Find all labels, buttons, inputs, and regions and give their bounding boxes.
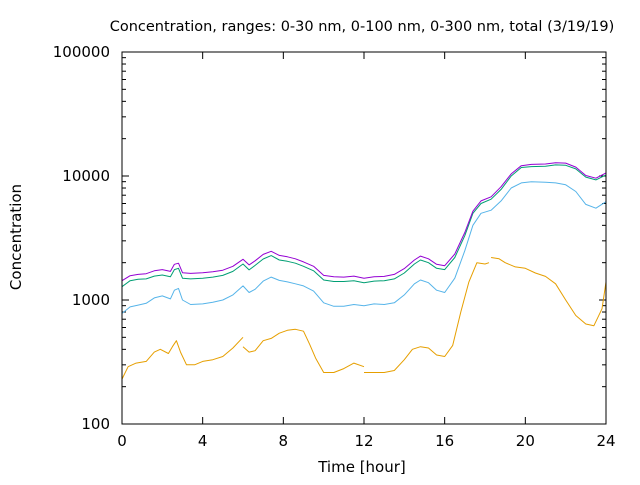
x-tick-label: 20	[516, 432, 535, 450]
y-tick-label: 10000	[62, 167, 110, 185]
x-tick-label: 24	[596, 432, 615, 450]
series-line-3	[121, 164, 607, 288]
series-line-1	[364, 262, 490, 373]
y-tick-label: 100000	[53, 43, 110, 61]
x-tick-label: 16	[435, 432, 454, 450]
series-layer	[121, 162, 607, 380]
series-line-2	[121, 181, 607, 314]
x-axis-label: Time [hour]	[317, 458, 406, 476]
x-tick-label: 0	[117, 432, 127, 450]
y-tick-label: 1000	[72, 291, 110, 309]
y-axis-label: Concentration	[7, 184, 25, 290]
series-line-1	[242, 328, 365, 373]
plot-frame	[121, 51, 607, 425]
x-tick-label: 8	[279, 432, 289, 450]
x-tick-label: 12	[354, 432, 373, 450]
axis-ticks: 0 4 8 12 16 20 24 100 1000 10000 100000	[53, 43, 616, 450]
chart-title: Concentration, ranges: 0-30 nm, 0-100 nm…	[110, 19, 615, 35]
series-line-1	[491, 257, 607, 327]
series-line-1	[121, 336, 244, 380]
x-tick-label: 4	[198, 432, 208, 450]
series-line-4	[121, 162, 607, 282]
y-tick-label: 100	[81, 415, 110, 433]
